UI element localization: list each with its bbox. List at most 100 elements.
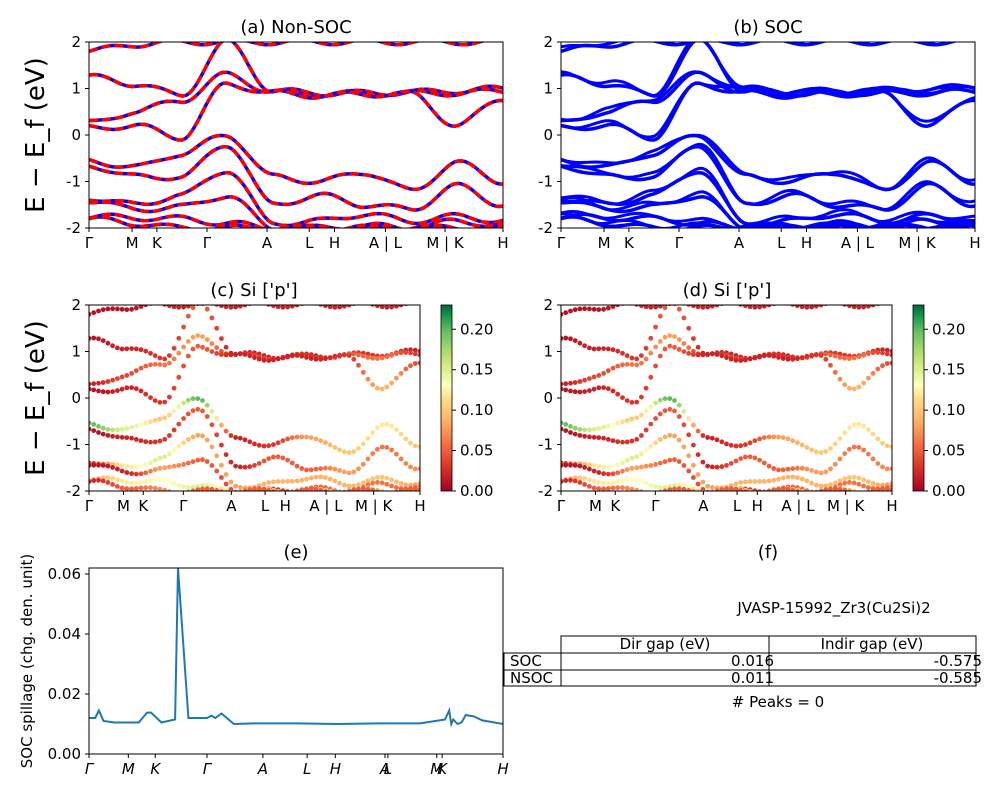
band-point <box>398 481 404 486</box>
band-point <box>719 439 725 445</box>
band-point <box>596 486 602 491</box>
band-point <box>572 307 578 313</box>
band-point <box>832 369 838 375</box>
y-tick-label: -1 <box>538 436 553 454</box>
band-point <box>214 484 220 489</box>
band-point <box>610 388 616 394</box>
band-point <box>681 409 687 414</box>
band-point <box>100 338 106 343</box>
band-point <box>417 348 420 354</box>
band-point <box>91 310 97 316</box>
band-point <box>308 435 314 440</box>
band-point <box>733 486 739 491</box>
band-point <box>568 462 573 468</box>
band-point <box>856 421 862 427</box>
band-point <box>133 305 139 311</box>
band-point <box>398 488 404 491</box>
band-point <box>711 490 714 491</box>
band-point <box>577 427 583 432</box>
band-point <box>577 340 583 346</box>
band-point <box>219 336 224 341</box>
y-tick-label: 0 <box>71 389 81 407</box>
band-point <box>695 452 701 457</box>
band-point <box>176 374 182 380</box>
band-point <box>157 455 163 461</box>
band-point <box>761 435 767 440</box>
band-point <box>185 313 191 319</box>
band-point <box>384 445 390 450</box>
band-point <box>884 443 890 449</box>
band-point <box>686 416 692 421</box>
band-point <box>561 479 564 485</box>
band-point <box>370 488 376 491</box>
band-point <box>676 486 682 491</box>
band-point <box>389 447 394 453</box>
band-point <box>390 490 393 491</box>
band-point <box>851 355 857 361</box>
band-point <box>129 371 135 376</box>
x-tick-label: K <box>150 760 161 778</box>
band-point <box>110 427 115 433</box>
band-point <box>157 362 163 367</box>
band-point <box>100 389 106 395</box>
band-point <box>237 464 243 470</box>
band-point <box>299 353 305 359</box>
band-point <box>181 484 187 490</box>
band-point <box>639 478 644 484</box>
band-point <box>129 464 135 470</box>
band-point <box>813 449 819 455</box>
band-point <box>190 334 196 340</box>
band-point <box>577 433 583 438</box>
band-point <box>591 346 597 352</box>
band-point <box>771 477 777 483</box>
band-point <box>239 490 242 491</box>
band-line-soc-split <box>561 70 975 122</box>
band-point <box>105 340 111 346</box>
band-point <box>294 463 300 469</box>
band-point <box>403 366 409 372</box>
band-point <box>299 434 305 440</box>
band-point <box>886 305 888 306</box>
band-point <box>398 305 404 308</box>
band-point <box>624 485 630 491</box>
band-point <box>414 305 416 306</box>
panel-b-title: (b) SOC <box>733 17 802 38</box>
band-point <box>289 460 295 466</box>
band-point <box>861 305 866 310</box>
band-point <box>365 456 371 462</box>
band-point <box>780 475 786 481</box>
band-point <box>662 408 668 414</box>
band-point <box>346 450 352 455</box>
band-point <box>837 478 843 483</box>
band-point <box>162 356 168 362</box>
band-point <box>280 354 286 360</box>
band-point <box>719 353 725 359</box>
band-point <box>285 353 290 359</box>
band-point <box>351 449 357 454</box>
y-tick-label: 0.00 <box>48 745 81 763</box>
band-point <box>138 365 144 371</box>
band-point <box>596 373 602 378</box>
band-point <box>591 463 597 468</box>
band-point <box>832 486 838 491</box>
band-point <box>408 482 413 488</box>
band-point <box>799 355 805 360</box>
band-point <box>228 486 234 491</box>
band-point <box>96 308 101 314</box>
band-point <box>733 443 739 449</box>
table-cell: 0.011 <box>731 669 774 687</box>
band-point <box>200 334 205 339</box>
band-point <box>861 423 866 429</box>
band-point <box>348 490 351 491</box>
band-point <box>856 445 862 450</box>
x-tick-label: M | K <box>355 497 394 515</box>
band-line-soc-split <box>561 142 975 212</box>
band-point <box>667 432 673 438</box>
band-point <box>889 352 892 358</box>
band-point <box>650 490 652 491</box>
band-line-soc <box>561 42 959 53</box>
band-point <box>568 336 573 342</box>
band-point <box>152 457 158 463</box>
band-point <box>124 385 130 391</box>
